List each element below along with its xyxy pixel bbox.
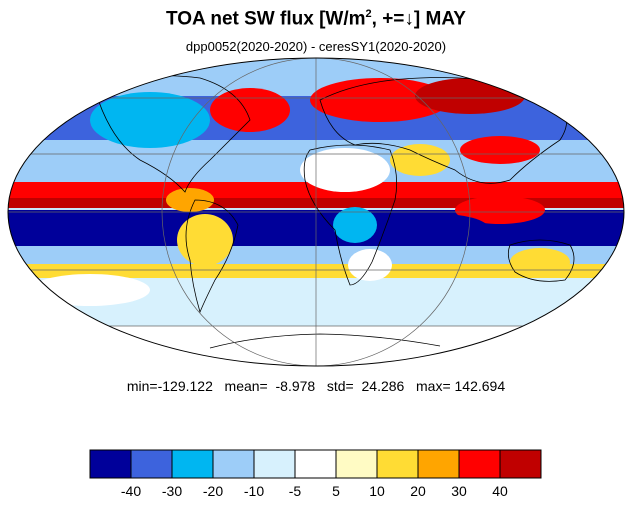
eurasia-outline <box>319 77 568 184</box>
colorbar-box-4 <box>253 449 296 479</box>
colorbar-label-9: 40 <box>492 483 508 499</box>
colorbar-box-9 <box>458 449 501 479</box>
north-atlantic-anomaly <box>210 88 290 132</box>
colorbar-label-7: 20 <box>410 483 426 499</box>
statistics-line: min=-129.122 mean= -8.978 std= 24.286 ma… <box>126 378 506 394</box>
north-america-anomaly <box>90 92 210 148</box>
globe-border <box>7 57 625 367</box>
colorbar-box-3 <box>212 449 255 479</box>
australia-anomaly <box>510 248 570 276</box>
colorbar-box-2 <box>171 449 214 479</box>
colorbar-label-3: -10 <box>244 483 264 499</box>
europe-anomaly <box>310 78 450 122</box>
antarctica-outline <box>209 333 441 349</box>
colorbar-label-4: -5 <box>289 483 302 499</box>
colorbar-box-7 <box>376 449 419 479</box>
colorbar-label-2: -20 <box>203 483 223 499</box>
colorbar-box-1 <box>130 449 173 479</box>
central-america-anomaly <box>166 188 214 212</box>
maritime-continent-anomaly <box>455 196 545 224</box>
indian-ocean-anomaly <box>390 214 490 246</box>
arabia-anomaly <box>390 144 450 176</box>
sahara-anomaly <box>300 148 390 192</box>
colorbar-label-0: -40 <box>121 483 141 499</box>
colorbar-box-8 <box>417 449 460 479</box>
colorbar-label-5: 5 <box>332 483 340 499</box>
east-asia-anomaly <box>460 136 540 164</box>
graticule-lon-90 <box>161 58 471 366</box>
colorbar-label-1: -30 <box>162 483 182 499</box>
africa-outline <box>303 144 398 286</box>
colorbar-box-10 <box>499 449 542 479</box>
south-america-outline <box>185 199 239 314</box>
mollweide-map <box>7 57 625 367</box>
colorbar-box-5 <box>294 449 337 479</box>
graticule <box>8 58 624 366</box>
coastlines <box>94 75 575 349</box>
colorbar-label-6: 10 <box>369 483 385 499</box>
plot-subtitle: dpp0052(2020-2020) - ceresSY1(2020-2020) <box>185 39 447 54</box>
title-suffix: , +=↓] MAY <box>371 8 466 30</box>
colorbar-label-8: 30 <box>451 483 467 499</box>
south-america-anomaly <box>177 214 233 266</box>
colorbar: -40 -30 -20 -10 -5 5 10 20 30 40 <box>89 449 542 499</box>
colorbar-box-0 <box>89 449 132 479</box>
colorbar-box-6 <box>335 449 378 479</box>
title-main: TOA net SW flux [W/m <box>166 8 366 30</box>
plot-title: TOA net SW flux [W/m2, +=↓] MAY <box>0 8 632 30</box>
australia-outline <box>507 239 575 282</box>
title-superscript: 2 <box>365 8 372 20</box>
north-america-outline <box>94 75 251 193</box>
central-africa-anomaly <box>333 207 377 243</box>
siberia-anomaly <box>415 78 525 114</box>
south-pacific-anomaly <box>30 274 150 306</box>
